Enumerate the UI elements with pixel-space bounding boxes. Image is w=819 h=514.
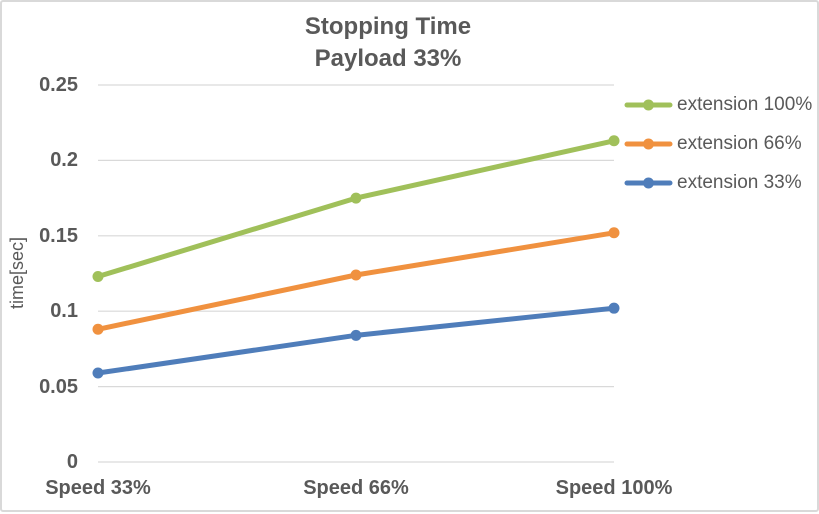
chart-title-line-2: Payload 33% — [314, 45, 462, 72]
x-tick-label-speed-100: Speed 100% — [555, 477, 673, 499]
data-point-extension-33-speed-100 — [608, 302, 620, 314]
x-tick-label-speed-66: Speed 66% — [303, 477, 409, 499]
data-point-extension-66-speed-33 — [92, 323, 104, 335]
y-tick-label-0-1: 0.1 — [50, 300, 78, 323]
legend-label-extension-100: extension 100% — [677, 94, 813, 115]
y-tick-label-0-25: 0.25 — [39, 74, 78, 96]
legend-label-extension-66: extension 66% — [677, 133, 802, 154]
legend-item-extension-66: extension 66% — [624, 133, 812, 155]
x-tick-label-speed-33: Speed 33% — [45, 477, 151, 499]
legend-line-marker-icon — [624, 177, 673, 189]
legend-item-extension-33: extension 33% — [624, 172, 812, 194]
data-point-extension-100-speed-100 — [608, 135, 620, 147]
chart-title-line-1: Stopping Time — [304, 13, 472, 40]
y-tick-label-0-2: 0.2 — [50, 149, 78, 172]
data-point-extension-33-speed-33 — [92, 367, 104, 379]
data-point-extension-33-speed-66 — [350, 329, 362, 341]
legend-line-marker-icon — [624, 138, 673, 150]
legend: extension 100% extension 66% extension 33% — [624, 94, 812, 194]
data-point-extension-100-speed-66 — [350, 192, 362, 204]
series-line-extension-100 — [95, 138, 617, 280]
y-tick-label-0: 0 — [66, 451, 78, 473]
chart-title: Stopping Time Payload 33% — [38, 11, 738, 75]
data-point-extension-100-speed-33 — [92, 271, 104, 283]
data-point-extension-66-speed-66 — [350, 269, 362, 281]
legend-line-marker-icon — [624, 99, 673, 111]
data-point-extension-66-speed-100 — [608, 227, 620, 239]
legend-item-extension-100: extension 100% — [624, 94, 812, 116]
y-tick-label-0-15: 0.15 — [39, 224, 78, 247]
y-tick-label-0-05: 0.05 — [39, 375, 78, 398]
legend-label-extension-33: extension 33% — [677, 172, 802, 193]
